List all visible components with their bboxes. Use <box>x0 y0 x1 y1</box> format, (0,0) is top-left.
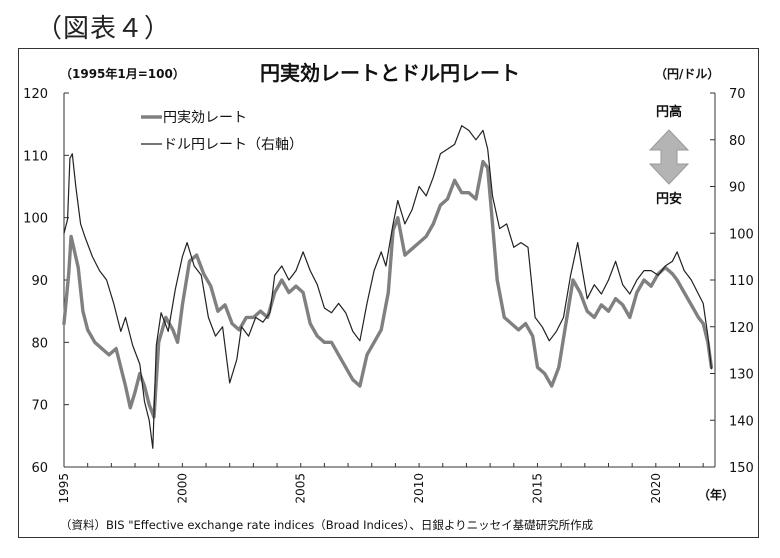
left-tick-label: 80 <box>31 336 48 351</box>
series-line-usdjpy <box>63 125 712 449</box>
figure-label: （図表４） <box>36 14 172 44</box>
x-tick-label: 2005 <box>294 473 308 504</box>
left-tick-label: 120 <box>23 87 48 102</box>
x-tick-label: 2010 <box>412 473 426 504</box>
right-tick-label: 110 <box>729 274 754 289</box>
legend-label: ドル円レート（右軸） <box>163 137 303 153</box>
right-tick-label: 150 <box>729 461 754 476</box>
right-tick-label: 70 <box>729 87 746 102</box>
left-tick-label: 70 <box>31 399 48 414</box>
series-line-reer <box>62 159 714 419</box>
weak-yen-label: 円安 <box>656 191 682 207</box>
right-tick-label: 80 <box>729 134 746 149</box>
left-tick-label: 90 <box>31 274 48 289</box>
right-axis-unit: （円/ドル） <box>655 66 719 81</box>
left-tick-label: 110 <box>23 149 48 164</box>
left-tick-label: 100 <box>23 212 48 227</box>
legend-label: 円実効レート <box>163 110 247 126</box>
right-tick-label: 140 <box>729 414 754 429</box>
strong-yen-label: 円高 <box>656 104 682 120</box>
left-tick-label: 60 <box>31 461 48 476</box>
double-arrow-icon <box>648 129 690 185</box>
right-tick-label: 100 <box>729 227 754 242</box>
right-tick-label: 130 <box>729 368 754 383</box>
right-tick-label: 90 <box>729 181 746 196</box>
right-tick-label: 120 <box>729 321 754 336</box>
x-tick-label: 2015 <box>530 473 544 504</box>
x-tick-label: 2000 <box>175 473 189 504</box>
chart-title: 円実効レートとドル円レート <box>260 61 520 85</box>
x-tick-label: 2020 <box>649 473 663 504</box>
x-axis-unit: （年） <box>698 487 734 502</box>
left-axis-unit: （1995年1月=100） <box>60 66 185 81</box>
x-tick-label: 1995 <box>57 473 71 504</box>
chart-frame <box>18 48 759 538</box>
source-note: （資料）BIS "Effective exchange rate indices… <box>60 518 594 532</box>
